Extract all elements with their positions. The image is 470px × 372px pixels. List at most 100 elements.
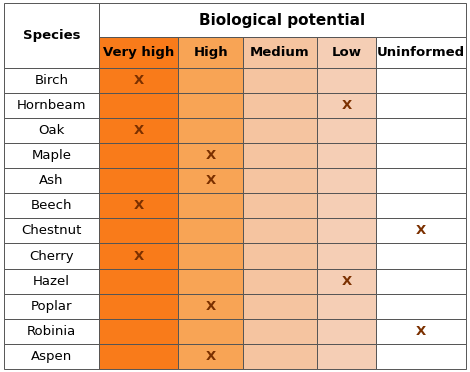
Bar <box>4 143 99 168</box>
Bar <box>317 68 376 93</box>
Bar <box>179 269 243 294</box>
Bar <box>317 93 376 118</box>
Bar <box>179 93 243 118</box>
Bar <box>179 118 243 143</box>
Bar <box>243 294 317 319</box>
Bar <box>243 93 317 118</box>
Bar <box>317 168 376 193</box>
Bar <box>4 319 99 344</box>
Bar <box>317 193 376 218</box>
Text: Aspen: Aspen <box>31 350 72 363</box>
Bar <box>317 294 376 319</box>
Bar <box>317 344 376 369</box>
Bar <box>179 193 243 218</box>
Text: Species: Species <box>23 29 80 42</box>
Bar <box>4 269 99 294</box>
Bar <box>4 218 99 243</box>
Bar <box>317 143 376 168</box>
Bar <box>99 294 179 319</box>
Text: X: X <box>133 124 144 137</box>
Text: X: X <box>133 74 144 87</box>
Text: X: X <box>416 224 426 237</box>
Bar <box>99 269 179 294</box>
Bar <box>376 218 466 243</box>
Bar <box>99 319 179 344</box>
Bar <box>179 243 243 269</box>
Bar <box>376 294 466 319</box>
Bar <box>243 193 317 218</box>
Bar <box>179 344 243 369</box>
Text: Uninformed: Uninformed <box>377 46 465 59</box>
Text: X: X <box>416 325 426 338</box>
Bar <box>179 218 243 243</box>
Text: Robinia: Robinia <box>27 325 76 338</box>
Text: Birch: Birch <box>34 74 68 87</box>
Bar <box>243 118 317 143</box>
Text: Ash: Ash <box>39 174 63 187</box>
Bar <box>99 68 179 93</box>
Text: X: X <box>133 199 144 212</box>
Text: Maple: Maple <box>31 149 71 162</box>
Bar <box>4 118 99 143</box>
Bar <box>317 118 376 143</box>
Bar <box>4 168 99 193</box>
Text: Hornbeam: Hornbeam <box>16 99 86 112</box>
Bar <box>4 3 99 68</box>
Bar <box>99 37 179 68</box>
Text: Poplar: Poplar <box>31 300 72 313</box>
Bar <box>376 143 466 168</box>
Bar <box>317 37 376 68</box>
Text: X: X <box>205 149 216 162</box>
Bar <box>99 3 466 37</box>
Text: X: X <box>342 275 352 288</box>
Text: Medium: Medium <box>250 46 310 59</box>
Text: X: X <box>205 174 216 187</box>
Bar <box>376 243 466 269</box>
Bar <box>99 193 179 218</box>
Bar <box>179 68 243 93</box>
Bar <box>4 243 99 269</box>
Text: Chestnut: Chestnut <box>21 224 81 237</box>
Bar <box>243 243 317 269</box>
Text: Cherry: Cherry <box>29 250 74 263</box>
Bar <box>376 68 466 93</box>
Bar <box>376 168 466 193</box>
Bar <box>243 168 317 193</box>
Bar <box>376 37 466 68</box>
Bar <box>99 344 179 369</box>
Bar <box>179 143 243 168</box>
Bar <box>99 243 179 269</box>
Bar <box>376 93 466 118</box>
Text: Hazel: Hazel <box>33 275 70 288</box>
Bar <box>99 168 179 193</box>
Bar <box>99 118 179 143</box>
Bar <box>317 319 376 344</box>
Text: Low: Low <box>332 46 362 59</box>
Bar <box>243 68 317 93</box>
Bar <box>243 37 317 68</box>
Bar <box>243 218 317 243</box>
Bar <box>317 269 376 294</box>
Text: X: X <box>133 250 144 263</box>
Bar <box>376 319 466 344</box>
Bar <box>376 269 466 294</box>
Bar <box>243 344 317 369</box>
Text: X: X <box>205 350 216 363</box>
Bar <box>243 269 317 294</box>
Bar <box>99 143 179 168</box>
Bar <box>243 319 317 344</box>
Text: X: X <box>205 300 216 313</box>
Bar <box>376 118 466 143</box>
Bar <box>179 294 243 319</box>
Bar <box>4 193 99 218</box>
Text: Beech: Beech <box>31 199 72 212</box>
Bar <box>99 93 179 118</box>
Text: Very high: Very high <box>103 46 174 59</box>
Bar <box>99 218 179 243</box>
Text: High: High <box>193 46 228 59</box>
Text: Oak: Oak <box>38 124 64 137</box>
Bar <box>376 193 466 218</box>
Bar <box>4 294 99 319</box>
Bar <box>4 93 99 118</box>
Text: X: X <box>342 99 352 112</box>
